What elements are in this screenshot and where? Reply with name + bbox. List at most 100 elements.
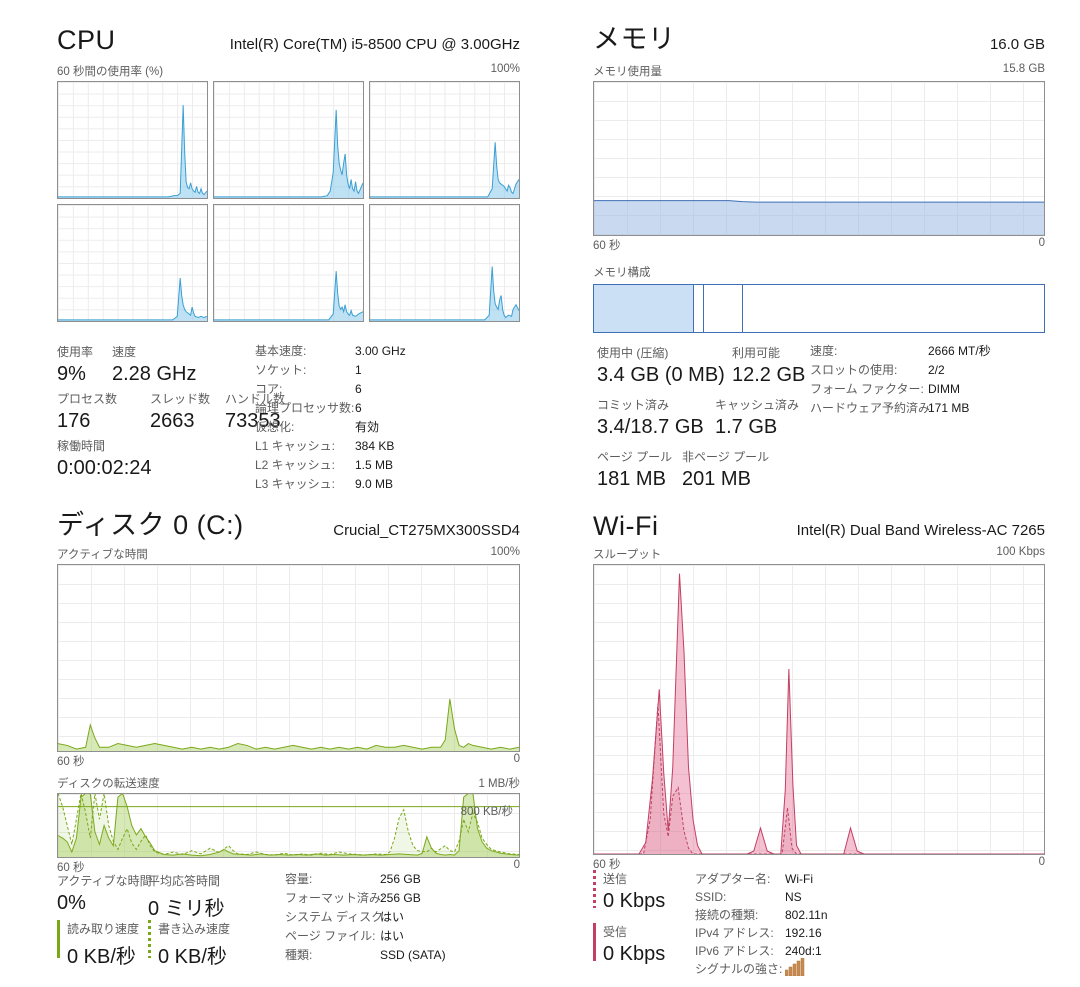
memory-segment [741, 285, 1044, 332]
memory-detail-speed: 速度: 2666 MT/秒 [810, 344, 991, 358]
disk-transfer-axis-top: ディスクの転送速度 1 MB/秒 [57, 775, 520, 791]
cpu-usage-stat: 使用率 9% [57, 343, 93, 386]
disk-write-speed-value: 0 KB/秒 [158, 946, 227, 968]
cpu-handles-stat: ハンドル数 73353 [225, 390, 285, 433]
disk-transfer-0: 0 [513, 859, 520, 871]
wifi-title: Wi-Fi [593, 511, 659, 541]
disk-transfer-label: ディスクの転送速度 [57, 778, 160, 790]
memory-detail-slots: スロットの使用: 2/2 [810, 363, 945, 377]
cpu-core-chart-6[interactable] [369, 204, 520, 322]
disk-transfer-scale-label: 800 KB/秒 [460, 806, 513, 818]
disk-active-axis-bottom: 60 秒 0 [57, 753, 520, 769]
memory-detail-form-factor: フォーム ファクター: DIMM [810, 382, 960, 396]
send-legend-bar [593, 870, 596, 908]
cpu-processes-value: 176 [57, 410, 91, 432]
cpu-detail-logical-processors: 論理プロセッサ数: 6 [255, 401, 362, 415]
disk-write-speed-label: 書き込み速度 [158, 922, 231, 936]
memory-axis-label-right: 15.8 GB [1002, 63, 1045, 75]
wifi-throughput-label: スループット [593, 549, 662, 561]
disk-write-speed-stat: 書き込み速度 0 KB/秒 [148, 920, 230, 969]
cpu-core-chart-4[interactable] [57, 204, 208, 322]
disk-model-name: Crucial_CT275MX300SSD4 [333, 522, 520, 539]
memory-segment [702, 285, 742, 332]
disk-panel: ディスク 0 (C:) Crucial_CT275MX300SSD4 アクティブ… [57, 506, 520, 984]
wifi-chart-axis-top: スループット 100 Kbps [593, 546, 1045, 562]
receive-legend-bar [593, 923, 596, 961]
cpu-processes-stat: プロセス数 176 [57, 390, 117, 433]
disk-detail-system-disk: システム ディスク: はい [285, 910, 405, 924]
memory-chart-axis-top: メモリ使用量 15.8 GB [593, 63, 1045, 79]
disk-response-time-label: 平均応答時間 [148, 874, 221, 888]
signal-strength-icon [784, 957, 805, 979]
cpu-speed-label: 速度 [112, 345, 137, 359]
disk-active-time-label: アクティブな時間 [57, 874, 152, 888]
memory-inuse-value: 3.4 GB (0 MB) [597, 364, 725, 386]
cpu-core-chart-2[interactable] [213, 81, 364, 199]
wifi-send-value: 0 Kbps [603, 890, 666, 912]
memory-composition-bar[interactable] [593, 284, 1045, 333]
memory-total-size: 16.0 GB [989, 36, 1045, 53]
disk-active-max: 100% [490, 546, 520, 558]
disk-transfer-60s: 60 秒 [57, 862, 85, 874]
memory-available-value: 12.2 GB [732, 364, 806, 386]
disk-active-time-chart[interactable] [57, 564, 520, 752]
cpu-model-name: Intel(R) Core(TM) i5-8500 CPU @ 3.00GHz [229, 36, 520, 53]
memory-available-stat: 利用可能 12.2 GB [732, 344, 805, 387]
wifi-send-stat: 送信 0 Kbps [593, 870, 665, 913]
disk-active-0: 0 [513, 753, 520, 765]
cpu-detail-base-speed: 基本速度: 3.00 GHz [255, 344, 406, 358]
cpu-core-chart-1[interactable] [57, 81, 208, 199]
cpu-detail-sockets: ソケット: 1 [255, 363, 362, 377]
memory-chart-axis-bottom: 60 秒 0 [593, 237, 1045, 253]
disk-active-axis-top: アクティブな時間 100% [57, 546, 520, 562]
memory-inuse-label: 使用中 (圧縮) [597, 346, 669, 360]
wifi-detail-ssid: SSID: NS [695, 890, 802, 904]
memory-paged-pool-stat: ページ プール 181 MB [597, 448, 672, 491]
wifi-axis-60s: 60 秒 [593, 859, 621, 871]
cpu-usage-value: 9% [57, 363, 86, 385]
cpu-speed-stat: 速度 2.28 GHz [112, 343, 196, 386]
disk-active-label: アクティブな時間 [57, 549, 148, 561]
memory-committed-label: コミット済み [597, 398, 670, 412]
cpu-chart-axis-top: 60 秒間の使用率 (%) 100% [57, 63, 520, 79]
cpu-axis-label-left: 60 秒間の使用率 (%) [57, 66, 164, 78]
cpu-axis-label-right: 100% [490, 63, 520, 75]
memory-segment [693, 285, 703, 332]
disk-response-time-stat: 平均応答時間 0 ミリ秒 [148, 872, 225, 921]
disk-transfer-rate-chart[interactable]: 800 KB/秒 [57, 793, 520, 858]
read-speed-legend-bar [57, 920, 60, 958]
cpu-threads-value: 2663 [150, 410, 195, 432]
disk-detail-type: 種類: SSD (SATA) [285, 948, 446, 962]
cpu-detail-l1-cache: L1 キャッシュ: 384 KB [255, 439, 395, 453]
memory-cached-value: 1.7 GB [715, 416, 778, 438]
wifi-chart-axis-bottom: 60 秒 0 [593, 856, 1045, 872]
memory-available-label: 利用可能 [732, 346, 781, 360]
disk-response-time-value: 0 ミリ秒 [148, 898, 225, 920]
disk-active-time-value: 0% [57, 892, 86, 914]
disk-active-60s: 60 秒 [57, 756, 85, 768]
cpu-threads-label: スレッド数 [150, 392, 211, 406]
disk-title: ディスク 0 (C:) [57, 510, 244, 540]
cpu-panel: CPU Intel(R) Core(TM) i5-8500 CPU @ 3.00… [57, 20, 520, 502]
wifi-detail-ipv4: IPv4 アドレス: 192.16 [695, 926, 822, 940]
memory-inuse-segment [594, 285, 693, 332]
disk-panel-header: ディスク 0 (C:) Crucial_CT275MX300SSD4 [57, 506, 520, 542]
cpu-speed-value: 2.28 GHz [112, 363, 197, 385]
memory-axis-0: 0 [1038, 237, 1045, 249]
memory-committed-stat: コミット済み 3.4/18.7 GB [597, 396, 704, 439]
memory-usage-chart[interactable] [593, 81, 1045, 236]
cpu-core-charts-grid [57, 81, 520, 322]
disk-active-time-stat: アクティブな時間 0% [57, 872, 152, 915]
cpu-threads-stat: スレッド数 2663 [150, 390, 210, 433]
cpu-core-chart-5[interactable] [213, 204, 364, 322]
cpu-uptime-stat: 稼働時間 0:00:02:24 [57, 437, 152, 480]
disk-read-speed-label: 読み取り速度 [67, 922, 140, 936]
cpu-detail-virtualization: 仮想化: 有効 [255, 420, 380, 434]
wifi-throughput-chart[interactable] [593, 564, 1045, 855]
memory-inuse-stat: 使用中 (圧縮) 3.4 GB (0 MB) [597, 344, 725, 387]
wifi-panel: Wi-Fi Intel(R) Dual Band Wireless-AC 726… [593, 506, 1045, 984]
cpu-title: CPU [57, 25, 116, 55]
memory-nonpaged-pool-label: 非ページ プール [682, 450, 770, 464]
cpu-core-chart-3[interactable] [369, 81, 520, 199]
